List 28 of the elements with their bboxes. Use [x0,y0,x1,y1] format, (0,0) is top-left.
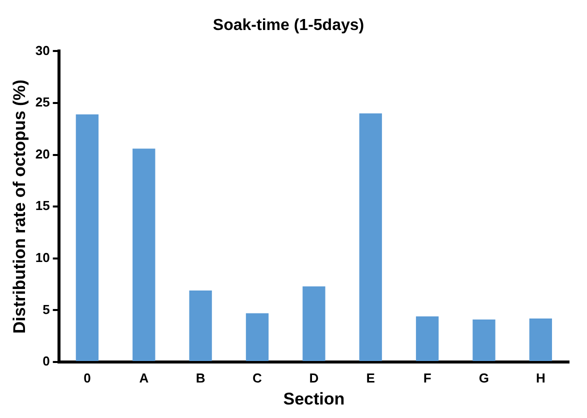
y-tick-label: 25 [35,94,50,110]
bar [359,113,382,361]
y-axis-title: Distribution rate of octopus (%) [10,80,29,334]
bar [529,318,552,361]
bar [132,148,156,361]
bar [416,316,439,361]
bar [246,313,269,361]
bar [76,114,99,361]
bar [302,286,326,361]
x-axis-title: Section [283,389,345,408]
y-tick-label: 0 [42,354,50,369]
bar [189,290,212,361]
x-tick-label: H [536,370,546,386]
y-tick-label: 30 [35,42,50,58]
x-tick-label: E [366,370,376,386]
x-tick-label: 0 [84,370,91,386]
chart-title: Soak-time (1-5days) [212,17,364,34]
x-tick-label: D [309,370,319,386]
x-tick-label: C [252,370,263,386]
x-tick-label: A [139,370,150,386]
y-tick-label: 20 [35,146,50,162]
x-tick-label: B [196,370,206,386]
y-tick-label: 15 [35,198,50,214]
y-tick-label: 10 [35,250,50,265]
x-tick-label: G [478,370,490,386]
x-tick-label: F [423,370,432,386]
y-tick-label: 5 [42,302,50,317]
bar [472,320,496,361]
